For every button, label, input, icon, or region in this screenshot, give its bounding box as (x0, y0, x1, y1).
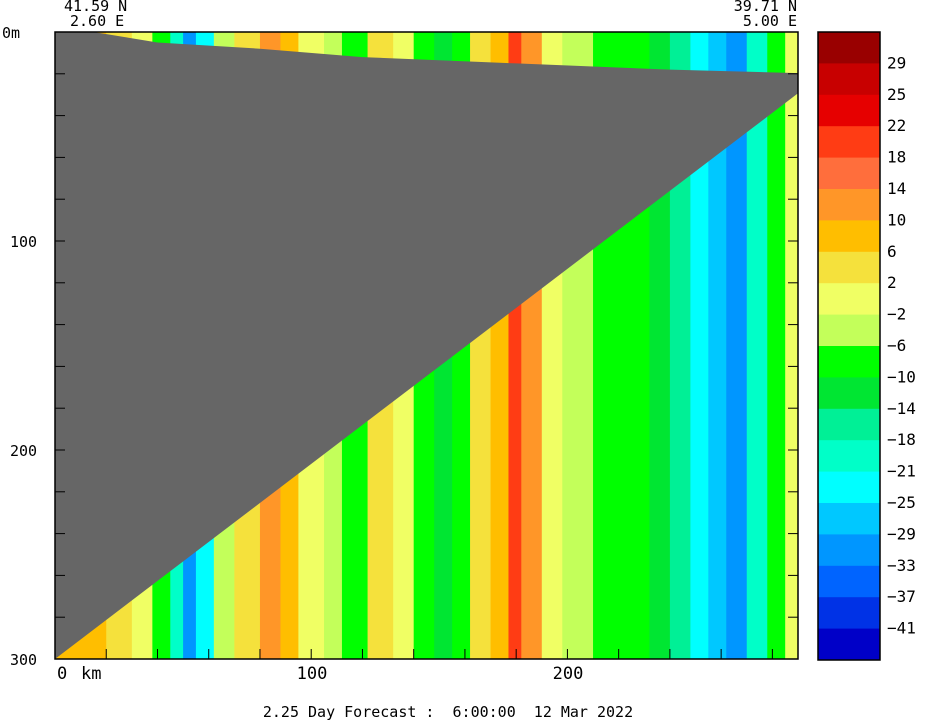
colorbar-swatch (818, 471, 880, 504)
colorbar-swatch (818, 314, 880, 347)
colorbar-label: −10 (887, 367, 916, 386)
left-longitude: 2.60 E (70, 12, 124, 30)
colorbar-swatch (818, 440, 880, 472)
y-tick-label-200: 200 (10, 442, 37, 460)
colorbar-swatch (818, 189, 880, 221)
colorbar-swatch (818, 597, 880, 629)
y-tick-label-100: 100 (10, 233, 37, 251)
band-31 (708, 32, 727, 659)
axis-ticks (55, 73, 798, 659)
band-34 (767, 32, 786, 659)
colorbar-label: −41 (887, 619, 916, 638)
colorbar-label: 29 (887, 53, 906, 72)
forecast-footer: 2.25 Day Forecast : 6:00:00 12 Mar 2022 (263, 703, 633, 721)
band-29 (669, 32, 691, 659)
band-30 (690, 32, 709, 659)
band-33 (746, 32, 768, 659)
colorbar-frame (817, 31, 881, 661)
colorbar-label: −21 (887, 462, 916, 481)
band-32 (726, 32, 748, 659)
colorbar-swatch (818, 32, 880, 64)
colorbar-swatch (818, 628, 880, 661)
colorbar-label: 14 (887, 179, 906, 198)
colorbar-label: −37 (887, 587, 916, 606)
x-tick-label-0: 0 (57, 664, 67, 684)
colorbar-label: −6 (887, 336, 906, 355)
y-tick-label-300: 300 (10, 651, 37, 669)
x-tick-label-200: 200 (553, 664, 584, 684)
colorbar-labels: 29 25 22 18 14 10 6 2 −2 −6 −10 −14 −18 −21 −25 −29 −33 −… (887, 53, 916, 637)
x-axis-unit: km (81, 664, 101, 684)
heatmap-area (55, 32, 798, 659)
colorbar-swatch (818, 157, 880, 190)
colorbar (817, 31, 881, 661)
y-tick-label-0: 0m (2, 24, 20, 42)
colorbar-label: 22 (887, 116, 906, 135)
colorbar-swatch (818, 346, 880, 378)
colorbar-label: 10 (887, 210, 906, 229)
colorbar-label: 25 (887, 85, 906, 104)
colorbar-label: 18 (887, 148, 906, 167)
right-latitude: 39.71 N (734, 0, 797, 15)
plot-frame (54, 31, 799, 660)
colorbar-swatch (818, 283, 880, 315)
colorbar-swatch (818, 94, 880, 127)
colorbar-swatch (818, 565, 880, 598)
colorbar-label: −29 (887, 524, 916, 543)
right-longitude: 5.00 E (743, 12, 797, 30)
land-mask (55, 32, 798, 659)
colorbar-swatch (818, 220, 880, 253)
colorbar-swatch (818, 534, 880, 567)
colorbar-label: −2 (887, 305, 906, 324)
band-35 (785, 32, 798, 659)
colorbar-swatch (818, 251, 880, 284)
colorbar-swatch (818, 126, 880, 158)
colorbar-swatch (818, 63, 880, 96)
colorbar-label: −33 (887, 556, 916, 575)
colorbar-label: −14 (887, 399, 916, 418)
colorbar-swatch (818, 503, 880, 535)
colorbar-label: −18 (887, 430, 916, 449)
colorbar-label: −25 (887, 493, 916, 512)
colorbar-label: 6 (887, 242, 897, 261)
left-latitude: 41.59 N (64, 0, 127, 15)
colorbar-swatch (818, 377, 880, 410)
colorbar-swatch (818, 408, 880, 441)
x-tick-label-100: 100 (297, 664, 328, 684)
colorbar-label: 2 (887, 273, 897, 292)
